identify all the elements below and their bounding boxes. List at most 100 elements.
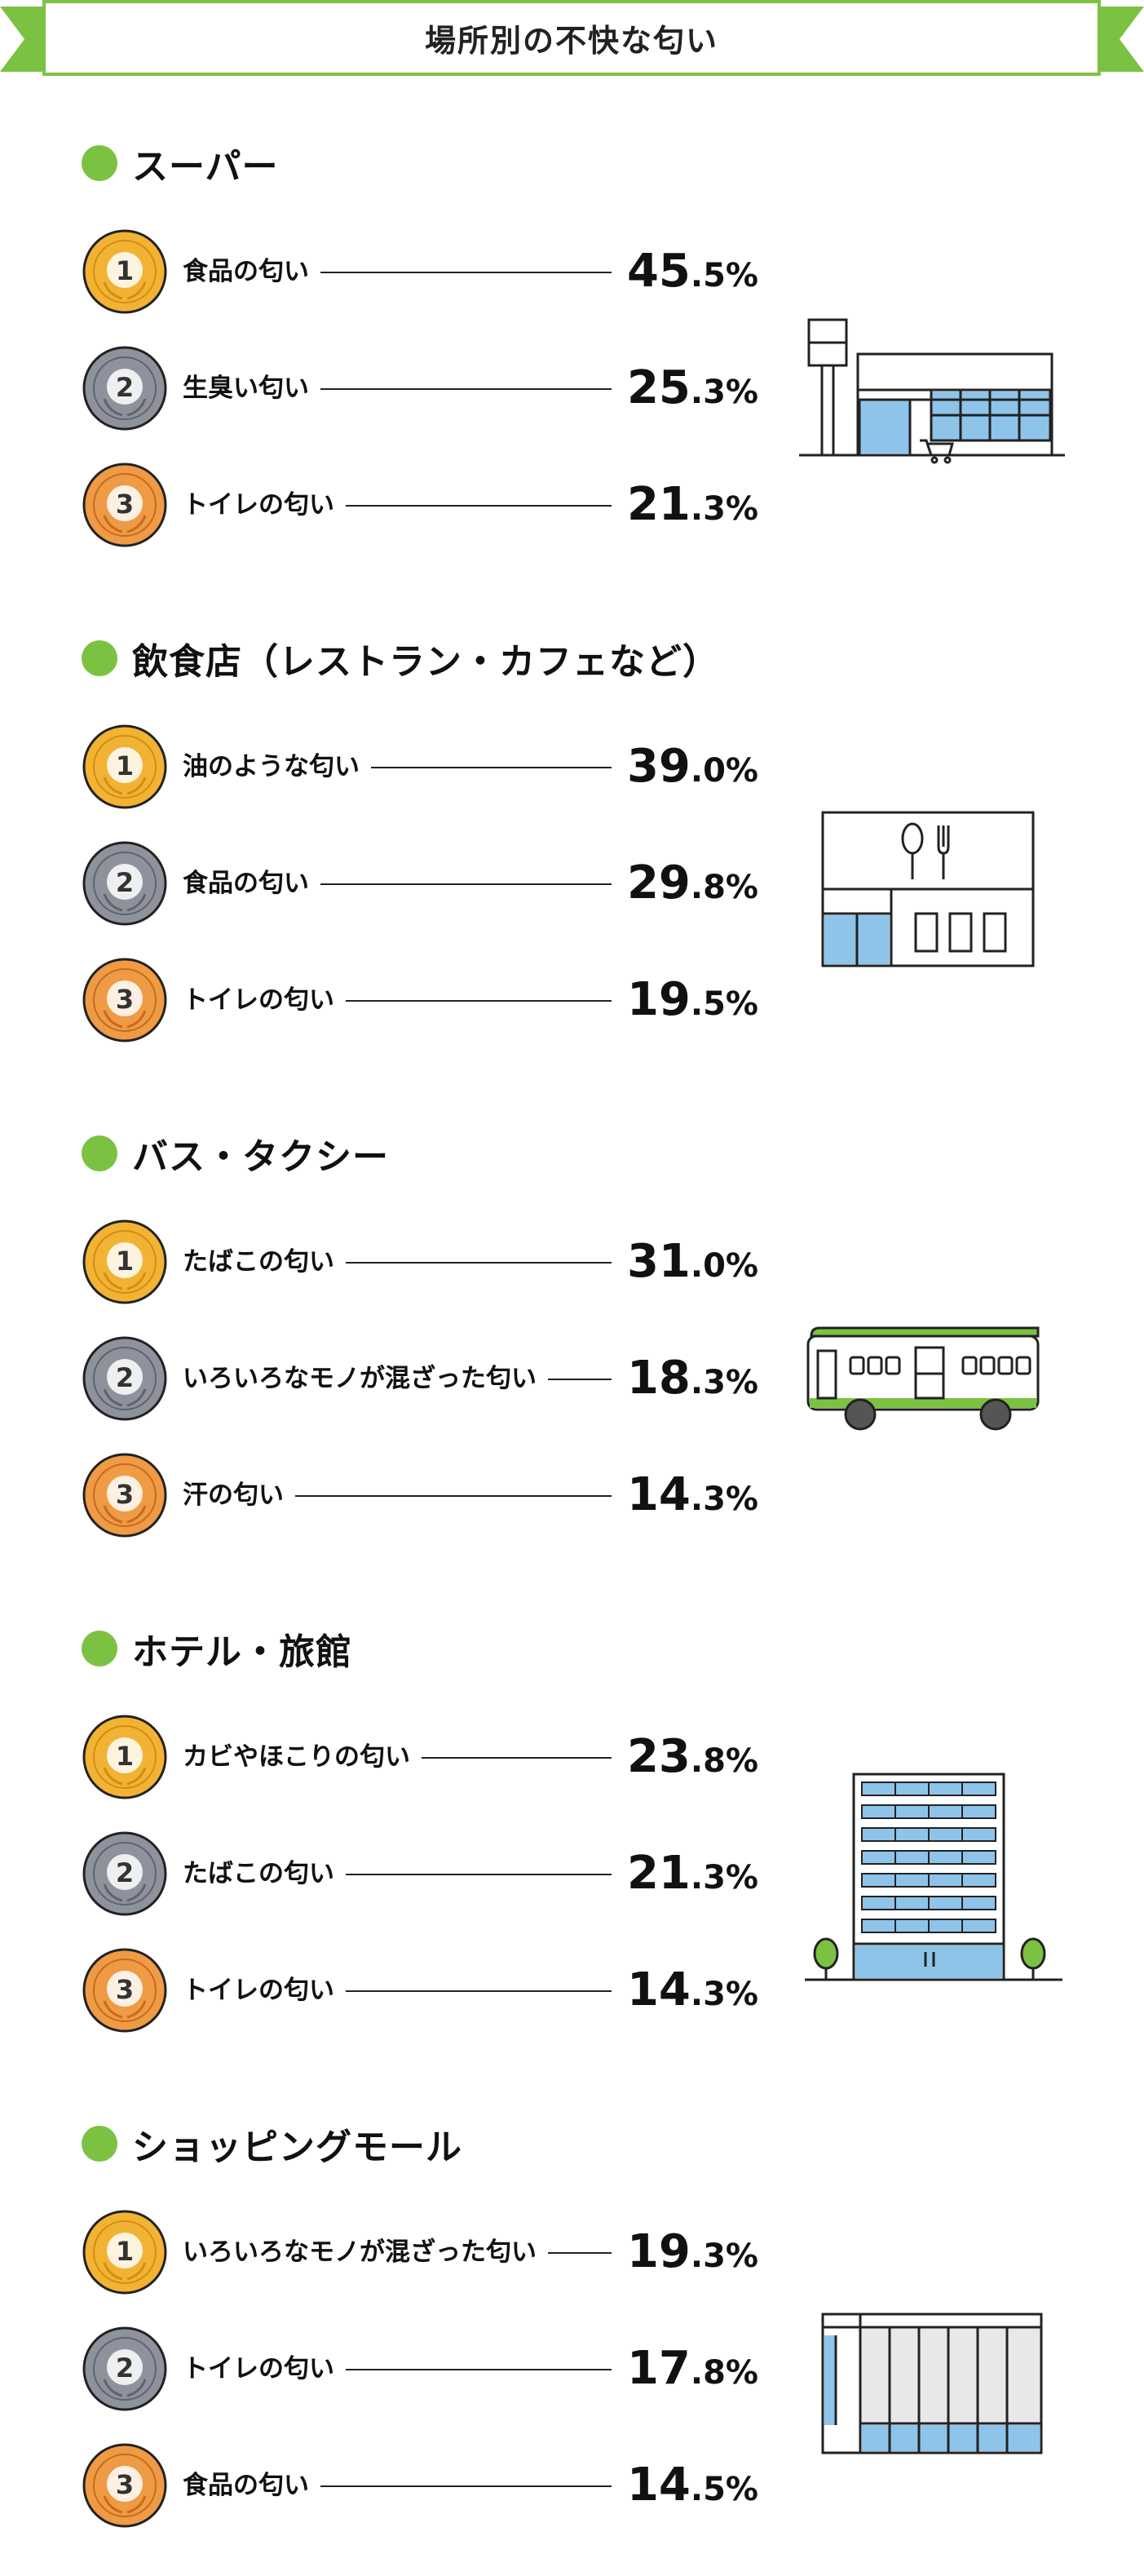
medal-rank-number: 2 bbox=[116, 1857, 134, 1888]
rank-row-2: 2 いろいろなモノが混ざった匂い 18.3% bbox=[82, 1335, 758, 1422]
item-label: たばこの匂い bbox=[183, 1859, 334, 1888]
page-title: 場所別の不快な匂い bbox=[424, 23, 718, 59]
section-title: 飲食店（レストラン・カフェなど） bbox=[132, 641, 719, 683]
bronze-medal-icon: 3 bbox=[82, 1453, 167, 1538]
bronze-medal-icon: 3 bbox=[82, 958, 167, 1042]
bullet-dot-icon bbox=[82, 1135, 117, 1171]
section-title: バス・タクシー bbox=[132, 1136, 389, 1178]
leader-line bbox=[346, 1874, 612, 1875]
bullet-dot-icon bbox=[82, 2126, 117, 2162]
item-label: トイレの匂い bbox=[183, 1976, 334, 2005]
item-label: 食品の匂い bbox=[183, 2471, 309, 2500]
leader-line bbox=[320, 2485, 612, 2487]
medal-rank-number: 3 bbox=[116, 489, 134, 520]
rank-row-1: 1 油のような匂い 39.0% bbox=[82, 724, 758, 810]
item-label: 食品の匂い bbox=[183, 869, 309, 898]
rank-row-1: 1 カビやほこりの匂い 23.8% bbox=[82, 1714, 758, 1800]
item-label: 食品の匂い bbox=[183, 257, 309, 286]
item-percentage: 29.8% bbox=[626, 856, 758, 910]
ribbon-tails bbox=[0, 7, 1144, 72]
medal-rank-number: 3 bbox=[116, 2469, 134, 2500]
section-header: スーパー bbox=[82, 139, 279, 188]
rank-row-2: 2 食品の匂い 29.8% bbox=[82, 840, 758, 927]
title-ribbon: 場所別の不快な匂い bbox=[0, 0, 1144, 82]
item-label: トイレの匂い bbox=[183, 985, 334, 1015]
item-label: トイレの匂い bbox=[183, 2354, 334, 2383]
bullet-dot-icon bbox=[82, 1631, 117, 1666]
section-header: 飲食店（レストラン・カフェなど） bbox=[82, 634, 719, 683]
item-percentage: 17.8% bbox=[626, 2342, 758, 2395]
item-label: 生臭い匂い bbox=[183, 374, 309, 403]
leader-line bbox=[346, 1000, 612, 1002]
leader-line bbox=[371, 767, 612, 768]
item-percentage: 18.3% bbox=[626, 1352, 758, 1405]
rank-row-2: 2 たばこの匂い 21.3% bbox=[82, 1830, 758, 1917]
item-percentage: 21.3% bbox=[626, 478, 758, 531]
item-label: いろいろなモノが混ざった匂い bbox=[183, 2237, 537, 2267]
shopping-mall-icon bbox=[821, 2313, 1043, 2454]
rank-row-3: 3 トイレの匂い 14.3% bbox=[82, 1947, 758, 2034]
rank-row-2: 2 トイレの匂い 17.8% bbox=[82, 2326, 758, 2412]
gold-medal-icon: 1 bbox=[82, 1715, 167, 1799]
leader-line bbox=[346, 2369, 612, 2370]
bronze-medal-icon: 3 bbox=[82, 2443, 167, 2528]
supermarket-icon bbox=[799, 318, 1065, 464]
item-percentage: 14.3% bbox=[626, 1468, 758, 1521]
leader-line bbox=[346, 1990, 612, 1992]
item-percentage: 31.0% bbox=[626, 1235, 758, 1288]
rank-row-1: 1 たばこの匂い 31.0% bbox=[82, 1219, 758, 1305]
section-title: ホテル・旅館 bbox=[132, 1631, 352, 1673]
rank-row-1: 1 いろいろなモノが混ざった匂い 19.3% bbox=[82, 2209, 758, 2295]
bullet-dot-icon bbox=[82, 145, 117, 181]
rank-row-1: 1 食品の匂い 45.5% bbox=[82, 228, 758, 315]
title-box: 場所別の不快な匂い bbox=[42, 0, 1101, 76]
section-shopping-mall: ショッピングモール 1 いろいろなモノが混ざった匂い 19.3% 2 トイレの匂… bbox=[0, 2119, 1144, 2576]
hotel-icon bbox=[805, 1773, 1062, 1981]
medal-rank-number: 3 bbox=[116, 984, 134, 1015]
section-header: バス・タクシー bbox=[82, 1129, 389, 1178]
gold-medal-icon: 1 bbox=[82, 2210, 167, 2295]
section-bus-taxi: バス・タクシー 1 たばこの匂い 31.0% 2 いろいろなモノが混ざった匂い … bbox=[0, 1129, 1144, 1586]
leader-line bbox=[295, 1495, 612, 1497]
silver-medal-icon: 2 bbox=[82, 841, 167, 926]
item-percentage: 14.3% bbox=[626, 1963, 758, 2016]
bronze-medal-icon: 3 bbox=[82, 463, 167, 547]
item-percentage: 25.3% bbox=[626, 361, 758, 414]
medal-rank-number: 1 bbox=[116, 1246, 134, 1277]
silver-medal-icon: 2 bbox=[82, 1831, 167, 1916]
item-percentage: 19.5% bbox=[626, 973, 758, 1026]
item-label: カビやほこりの匂い bbox=[183, 1742, 410, 1772]
section-header: ショッピングモール bbox=[82, 2119, 462, 2168]
section-hotel: ホテル・旅館 1 カビやほこりの匂い 23.8% 2 たばこの匂い 21.3% … bbox=[0, 1624, 1144, 2081]
rank-row-2: 2 生臭い匂い 25.3% bbox=[82, 345, 758, 432]
bus-icon bbox=[806, 1326, 1040, 1431]
gold-medal-icon: 1 bbox=[82, 229, 167, 314]
medal-rank-number: 1 bbox=[116, 750, 134, 781]
leader-line bbox=[346, 1262, 612, 1264]
medal-rank-number: 3 bbox=[116, 1974, 134, 2005]
silver-medal-icon: 2 bbox=[82, 1336, 167, 1421]
rank-row-3: 3 汗の匂い 14.3% bbox=[82, 1452, 758, 1538]
silver-medal-icon: 2 bbox=[82, 2326, 167, 2411]
gold-medal-icon: 1 bbox=[82, 1219, 167, 1304]
section-title: ショッピングモール bbox=[132, 2127, 462, 2168]
item-percentage: 45.5% bbox=[626, 245, 758, 298]
section-title: スーパー bbox=[132, 146, 279, 188]
item-label: トイレの匂い bbox=[183, 490, 334, 520]
item-label: 油のような匂い bbox=[183, 752, 360, 781]
item-label: 汗の匂い bbox=[183, 1481, 284, 1510]
bullet-dot-icon bbox=[82, 640, 117, 676]
medal-rank-number: 1 bbox=[116, 1741, 134, 1772]
medal-rank-number: 2 bbox=[116, 2352, 134, 2383]
item-percentage: 21.3% bbox=[626, 1847, 758, 1900]
leader-line bbox=[320, 388, 612, 390]
restaurant-icon bbox=[821, 811, 1035, 967]
rank-row-3: 3 トイレの匂い 19.5% bbox=[82, 957, 758, 1043]
leader-line bbox=[320, 883, 612, 885]
medal-rank-number: 2 bbox=[116, 372, 134, 403]
medal-rank-number: 1 bbox=[116, 2236, 134, 2267]
rank-row-3: 3 食品の匂い 14.5% bbox=[82, 2442, 758, 2529]
item-label: いろいろなモノが混ざった匂い bbox=[183, 1364, 537, 1393]
section-supermarket: スーパー 1 食品の匂い 45.5% 2 生臭い匂い 25.3% 3 トイレの匂… bbox=[0, 139, 1144, 595]
item-percentage: 19.3% bbox=[626, 2225, 758, 2278]
